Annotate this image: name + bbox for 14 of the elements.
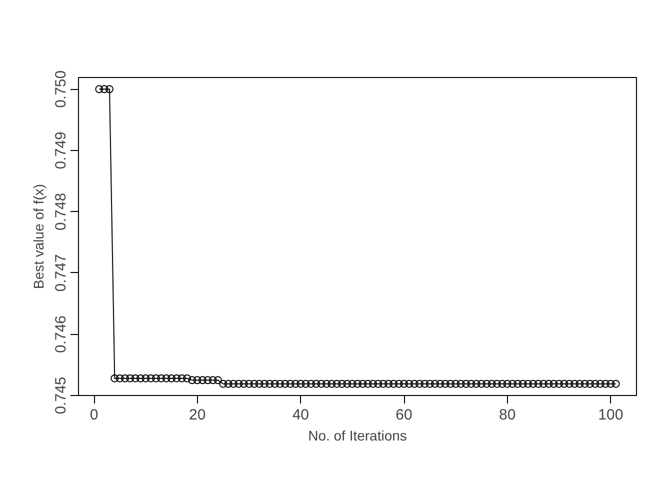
x-tick-label: 60 [396,406,412,424]
x-axis-title: No. of Iterations [308,428,407,444]
x-tick-label: 0 [90,406,98,424]
x-tick-label: 80 [498,406,516,424]
x-tick-label: 40 [292,406,310,424]
y-tick-label: 0.748 [52,192,70,230]
y-tick-label: 0.750 [52,70,70,108]
y-tick-label: 0.746 [52,315,70,353]
y-tick-label: 0.747 [52,254,70,292]
y-tick-label: 0.749 [52,132,70,170]
x-tick-label: 20 [188,406,206,424]
y-tick-label: 0.745 [52,376,70,414]
y-axis-title: Best value of f(x) [30,184,46,290]
x-tick-label: 100 [598,406,624,424]
